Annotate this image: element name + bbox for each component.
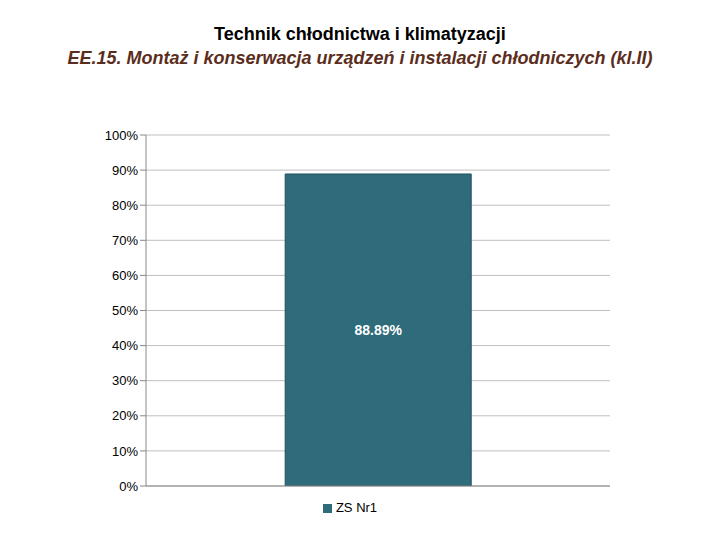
html-text:Technik chłodnictwa i klimatyz: Technik chłodnictwa i klimatyzacji xyxy=(214,24,506,44)
svg-text:70%: 70% xyxy=(112,233,138,248)
svg-text:30%: 30% xyxy=(112,373,138,388)
svg-text:88.89%: 88.89% xyxy=(354,322,402,338)
svg-text:50%: 50% xyxy=(112,303,138,318)
svg-text:0%: 0% xyxy=(119,479,138,494)
svg-text:10%: 10% xyxy=(112,444,138,459)
svg-text:90%: 90% xyxy=(112,163,138,178)
svg-text:100%: 100% xyxy=(105,128,139,143)
svg-text:60%: 60% xyxy=(112,268,138,283)
svg-text:20%: 20% xyxy=(112,408,138,423)
svg-text:40%: 40% xyxy=(112,338,138,353)
html-text:ZS Nr1: ZS Nr1 xyxy=(335,500,378,515)
svg-text:80%: 80% xyxy=(112,198,138,213)
html-text:EE.15. Montaż i konserwacja ur: EE.15. Montaż i konserwacja urządzeń i i… xyxy=(67,48,653,68)
